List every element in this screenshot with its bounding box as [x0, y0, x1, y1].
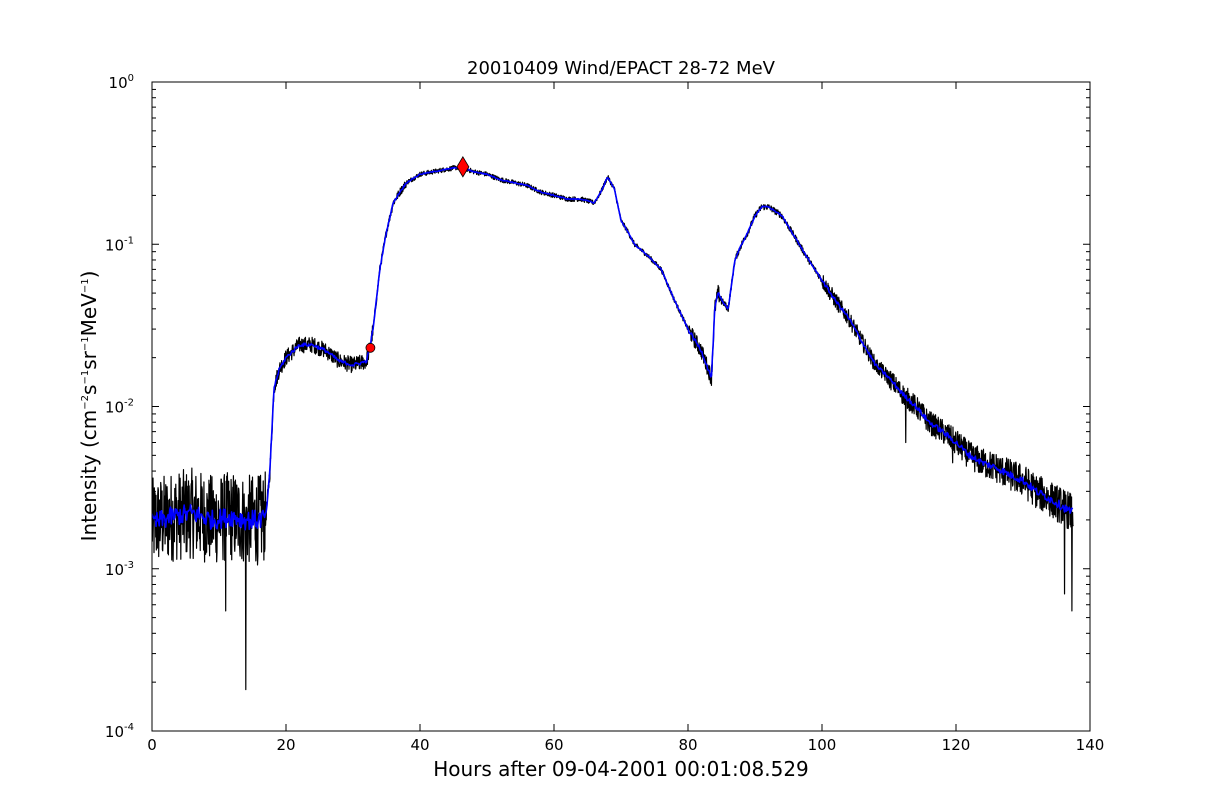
y-axis-label-suffix: ) — [77, 271, 101, 279]
x-axis-label: Hours after 09-04-2001 00:01:08.529 — [433, 757, 809, 781]
y-tick-label: 10-1 — [105, 235, 134, 254]
y-tick-label: 10-4 — [105, 722, 134, 741]
y-tick-label: 100 — [109, 73, 134, 92]
x-tick-label: 100 — [808, 736, 837, 754]
y-axis-label-sup1: −2 — [80, 395, 91, 410]
x-tick-label: 40 — [410, 736, 429, 754]
y-axis-label-sup4: −1 — [80, 278, 91, 293]
x-tick-label: 20 — [276, 736, 295, 754]
y-axis-label-prefix: Intensity (cm — [77, 410, 101, 542]
marker-layer — [365, 156, 470, 353]
series-layer — [152, 164, 1074, 691]
marker-peak-diamond — [456, 156, 470, 178]
x-tick-label: 140 — [1076, 736, 1105, 754]
x-axis-ticks: 0 20 40 60 80 100 120 140 — [147, 82, 1104, 754]
y-tick-label: 10-2 — [105, 398, 134, 417]
y-axis-label-mid1: s — [77, 385, 101, 395]
series-smoothed-line — [152, 165, 1074, 531]
chart-title: 20010409 Wind/EPACT 28-72 MeV — [467, 58, 776, 79]
y-axis-label: Intensity (cm−2s−1sr−1MeV−1) — [77, 271, 101, 542]
y-axis-label-sup2: −1 — [80, 370, 91, 385]
y-axis-label-sup3: −1 — [80, 336, 91, 351]
x-tick-label: 0 — [147, 736, 157, 754]
y-axis-label-mid2: sr — [77, 350, 101, 369]
x-tick-label: 60 — [544, 736, 563, 754]
y-axis-ticks: 10-4 10-3 10-2 10-1 100 — [105, 73, 1090, 741]
x-tick-label: 120 — [942, 736, 971, 754]
x-tick-label: 80 — [678, 736, 697, 754]
y-tick-label: 10-3 — [105, 560, 134, 579]
marker-onset-circle — [365, 342, 376, 353]
y-axis-label-mid3: MeV — [77, 293, 101, 337]
